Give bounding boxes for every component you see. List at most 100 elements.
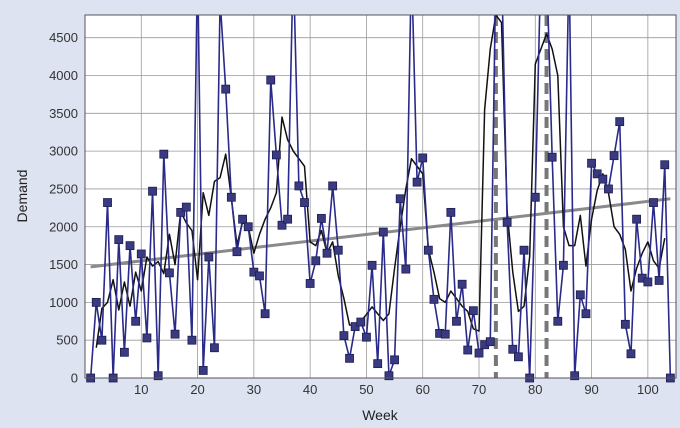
demand-point <box>609 151 619 161</box>
demand-point <box>587 158 596 168</box>
demand-point <box>643 277 653 287</box>
demand-point <box>131 316 141 326</box>
x-tick-label-4: 50 <box>359 382 373 397</box>
demand-point <box>423 245 433 255</box>
demand-point <box>350 322 360 331</box>
y-tick-label-5: 2500 <box>49 181 78 196</box>
y-tick-label-3: 1500 <box>49 257 78 272</box>
demand-point <box>474 348 484 358</box>
demand-point <box>333 245 343 255</box>
demand-point <box>103 198 112 207</box>
x-tick-label-6: 70 <box>472 382 486 397</box>
demand-point <box>142 333 152 343</box>
demand-point <box>266 75 276 85</box>
demand-point <box>243 222 253 232</box>
demand-point <box>345 353 354 363</box>
demand-point <box>412 177 422 187</box>
y-tick-label-0: 0 <box>71 371 78 386</box>
demand-point <box>91 297 101 307</box>
x-tick-label-3: 40 <box>303 382 317 397</box>
demand-point <box>271 150 281 160</box>
x-tick-labels: 10 20 30 40 50 60 70 80 90 100 <box>134 382 659 397</box>
demand-point <box>255 271 264 281</box>
demand-point <box>620 319 630 329</box>
demand-point <box>598 174 608 184</box>
demand-point <box>468 306 478 316</box>
demand-point <box>198 366 208 375</box>
y-tick-label-1: 500 <box>56 333 78 348</box>
x-tick-label-8: 90 <box>584 382 598 397</box>
demand-point <box>114 235 124 245</box>
demand-point <box>165 268 174 278</box>
axes <box>84 14 677 379</box>
vertical-reference-lines <box>493 15 549 378</box>
demand-point <box>238 214 248 224</box>
demand-point <box>362 332 371 342</box>
demand-point <box>170 329 180 339</box>
y-axis-title: Demand <box>14 170 30 223</box>
demand-point <box>530 192 540 202</box>
demand-point <box>153 371 163 381</box>
y-tick-label-8: 4000 <box>49 68 78 83</box>
demand-point <box>485 337 495 347</box>
demand-point <box>176 207 186 217</box>
demand-point <box>446 207 456 217</box>
demand-point <box>204 252 214 262</box>
demand-line <box>89 15 672 378</box>
moving-average-layer <box>95 15 666 348</box>
y-tick-label-9: 4500 <box>49 30 78 45</box>
x-tick-label-2: 30 <box>247 382 261 397</box>
demand-point <box>305 279 315 288</box>
demand-point <box>136 249 146 259</box>
demand-point <box>277 220 287 230</box>
demand-point <box>311 256 321 266</box>
demand-point <box>570 371 580 381</box>
demand-point <box>508 344 518 354</box>
x-tick-label-5: 60 <box>415 382 429 397</box>
demand-point <box>187 335 197 345</box>
x-tick-label-0: 10 <box>134 382 148 397</box>
moving-average-line <box>95 15 666 348</box>
x-axis-title: Week <box>362 407 399 423</box>
demand-point <box>148 186 157 196</box>
y-tick-label-4: 2000 <box>49 219 78 234</box>
demand-point <box>553 316 563 326</box>
demand-point <box>294 181 304 191</box>
demand-point <box>401 264 411 274</box>
demand-point <box>559 260 568 270</box>
demand-point <box>373 359 383 369</box>
demand-point <box>367 260 377 270</box>
demand-point <box>226 192 236 202</box>
demand-series-layer <box>86 15 675 383</box>
demand-point <box>159 149 169 159</box>
y-tick-label-6: 3000 <box>49 144 78 159</box>
demand-point <box>463 345 473 355</box>
demand-point <box>221 84 231 94</box>
demand-point <box>300 198 309 207</box>
demand-point <box>120 347 129 357</box>
demand-point <box>418 153 428 163</box>
demand-point <box>316 214 326 223</box>
demand-point <box>181 202 191 212</box>
demand-point <box>654 276 664 285</box>
demand-point <box>649 198 658 207</box>
demand-point <box>322 248 332 258</box>
demand-point <box>378 227 388 237</box>
demand-point <box>626 349 636 359</box>
demand-point <box>283 214 293 224</box>
x-tick-label-9: 100 <box>637 382 659 397</box>
demand-point <box>660 160 670 170</box>
demand-point <box>502 217 512 227</box>
demand-point <box>592 169 602 179</box>
demand-point <box>632 214 641 224</box>
demand-point <box>395 194 405 204</box>
demand-point <box>232 247 242 257</box>
x-tick-label-7: 80 <box>528 382 542 397</box>
demand-point <box>260 309 270 319</box>
demand-point <box>615 117 625 127</box>
demand-point <box>440 329 450 339</box>
demand-point <box>604 184 613 194</box>
demand-point <box>339 331 349 341</box>
y-tick-label-7: 3500 <box>49 106 78 121</box>
